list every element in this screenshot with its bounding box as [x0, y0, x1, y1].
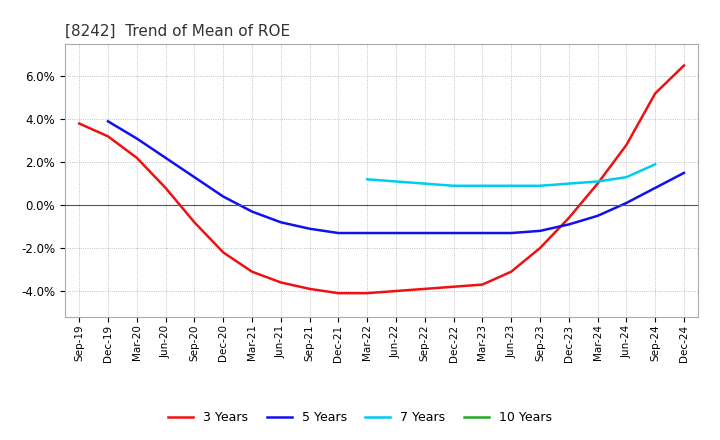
5 Years — [449, 231, 458, 236]
Text: [8242]  Trend of Mean of ROE: [8242] Trend of Mean of ROE — [65, 24, 290, 39]
5 Years — [507, 231, 516, 236]
Line: 3 Years: 3 Years — [79, 66, 684, 293]
7 Years — [449, 183, 458, 188]
5 Years — [564, 222, 573, 227]
5 Years — [132, 136, 141, 141]
7 Years — [363, 177, 372, 182]
3 Years — [363, 290, 372, 296]
5 Years — [276, 220, 285, 225]
5 Years — [392, 231, 400, 236]
5 Years — [363, 231, 372, 236]
7 Years — [420, 181, 429, 186]
Legend: 3 Years, 5 Years, 7 Years, 10 Years: 3 Years, 5 Years, 7 Years, 10 Years — [163, 407, 557, 429]
7 Years — [478, 183, 487, 188]
5 Years — [680, 170, 688, 176]
7 Years — [622, 175, 631, 180]
5 Years — [334, 231, 343, 236]
3 Years — [478, 282, 487, 287]
3 Years — [276, 280, 285, 285]
5 Years — [536, 228, 544, 234]
3 Years — [104, 134, 112, 139]
5 Years — [420, 231, 429, 236]
3 Years — [334, 290, 343, 296]
5 Years — [219, 194, 228, 199]
Line: 7 Years: 7 Years — [367, 164, 655, 186]
Line: 5 Years: 5 Years — [108, 121, 684, 233]
7 Years — [507, 183, 516, 188]
5 Years — [104, 119, 112, 124]
3 Years — [219, 250, 228, 255]
7 Years — [651, 161, 660, 167]
3 Years — [248, 269, 256, 274]
5 Years — [305, 226, 314, 231]
3 Years — [161, 185, 170, 191]
3 Years — [449, 284, 458, 290]
5 Years — [622, 200, 631, 205]
3 Years — [190, 220, 199, 225]
3 Years — [593, 181, 602, 186]
3 Years — [507, 269, 516, 274]
3 Years — [564, 215, 573, 220]
3 Years — [680, 63, 688, 68]
5 Years — [651, 185, 660, 191]
5 Years — [478, 231, 487, 236]
3 Years — [305, 286, 314, 292]
3 Years — [132, 155, 141, 161]
3 Years — [420, 286, 429, 292]
5 Years — [248, 209, 256, 214]
3 Years — [651, 91, 660, 96]
7 Years — [564, 181, 573, 186]
5 Years — [593, 213, 602, 219]
5 Years — [161, 155, 170, 161]
7 Years — [593, 179, 602, 184]
7 Years — [392, 179, 400, 184]
7 Years — [536, 183, 544, 188]
3 Years — [392, 288, 400, 293]
5 Years — [190, 175, 199, 180]
3 Years — [622, 142, 631, 147]
3 Years — [536, 246, 544, 251]
3 Years — [75, 121, 84, 126]
